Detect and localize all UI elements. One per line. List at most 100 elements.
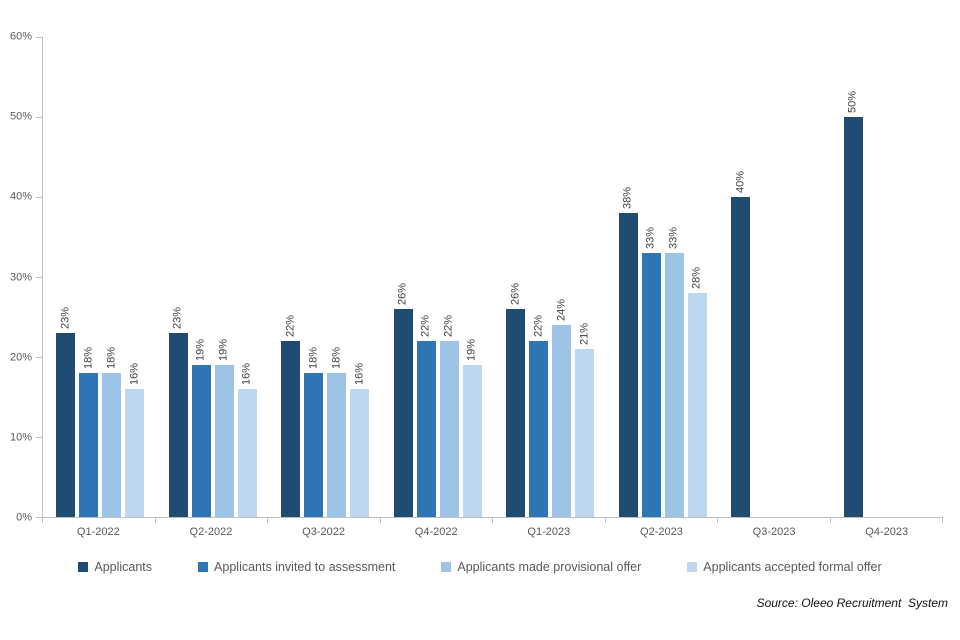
bar-value-label: 18% <box>105 346 117 369</box>
bar-value-label: 22% <box>442 314 455 337</box>
x-axis-tick <box>718 518 831 523</box>
x-axis-tick <box>268 518 381 523</box>
y-axis-tick-mark <box>36 277 42 278</box>
bar-value-label: 33% <box>667 226 680 249</box>
bar-series-4: 16% <box>237 363 257 517</box>
y-axis-tick-mark <box>36 357 42 359</box>
bar-series-2: 22% <box>529 315 548 517</box>
bar-series-1: 23% <box>56 307 75 517</box>
y-axis-tick-label: 40% <box>9 190 32 203</box>
x-axis-category-label: Q3-2022 <box>302 526 345 538</box>
bar-value-label: 18% <box>330 346 342 369</box>
bar-value-label: 16% <box>240 362 253 385</box>
bar-group-q3-2023: 40% <box>718 37 831 517</box>
bar-value-label: 18% <box>82 346 94 369</box>
bar-series-3: 33% <box>664 227 684 517</box>
bar-series-3: 19% <box>214 339 234 517</box>
bar-series-1: 40% <box>731 171 750 517</box>
x-axis-category-label: Q2-2022 <box>189 526 233 538</box>
bar-value-label: 33% <box>644 226 657 249</box>
bar-series-1: 26% <box>393 283 413 517</box>
legend-marker-icon <box>441 562 452 572</box>
bar-value-label: 38% <box>621 186 634 209</box>
bar-group-q2-2023: 38% 33% 33% 28% <box>606 37 719 517</box>
x-axis-category-label: Q4-2022 <box>414 526 458 538</box>
chart-legend: Applicants Applicants invited to assessme… <box>0 560 960 574</box>
y-axis-tick-mark <box>36 117 42 118</box>
bar-group-q1-2023: 26% 22% 24% 21% <box>493 37 606 517</box>
bar-value-label: 26% <box>396 282 409 305</box>
legend-item: Applicants <box>78 560 152 574</box>
bar-value-label: 40% <box>734 170 746 194</box>
y-axis-tick-label: 30% <box>9 271 32 283</box>
bar-value-label: 19% <box>465 338 478 361</box>
bar-group-q4-2023: 50% <box>831 37 944 517</box>
source-note: Source: Oleeo Recruitment System <box>756 596 948 610</box>
y-axis-tick-label: 20% <box>9 351 32 364</box>
bar-group-q1-2022: 23% 18% 18% 16% <box>43 37 156 517</box>
legend-marker-icon <box>78 562 89 572</box>
legend-label: Applicants made provisional offer <box>457 560 642 574</box>
bar-series-4: 16% <box>350 363 369 517</box>
bar-series-1: 38% <box>618 187 638 517</box>
bar-value-label: 23% <box>59 306 71 329</box>
x-axis-category-label: Q4-2023 <box>865 526 909 538</box>
x-axis-tick <box>606 518 718 523</box>
legend-item: Applicants accepted formal offer <box>687 560 882 574</box>
bar-value-label: 22% <box>532 314 544 337</box>
x-axis-category-label: Q2-2023 <box>640 526 683 538</box>
y-axis: 0% 10% 20% 30% 40% 50% 60% <box>0 31 36 523</box>
bar-value-label: 22% <box>419 314 432 337</box>
bar-series-4: 16% <box>125 363 144 517</box>
bar-series-1: 23% <box>168 307 188 517</box>
bar-series-3: 22% <box>439 315 459 517</box>
bar-value-label: 22% <box>284 314 296 337</box>
bar-value-label: 50% <box>846 90 859 113</box>
y-axis-tick-mark <box>36 197 42 199</box>
legend-marker-icon <box>198 562 209 572</box>
x-axis-tick <box>42 518 156 523</box>
y-axis-tick-mark <box>36 37 42 38</box>
bar-series-3: 18% <box>102 347 121 517</box>
x-axis-tick <box>381 518 493 523</box>
bar-series-2: 19% <box>191 339 211 517</box>
x-axis-category-label: Q3-2023 <box>752 526 796 538</box>
y-axis-tick-label: 60% <box>9 30 32 43</box>
x-axis-category-label: Q1-2023 <box>527 526 571 538</box>
bar-group-q3-2022: 22% 18% 18% 16% <box>268 37 381 517</box>
bar-series-1: 26% <box>506 283 525 517</box>
bar-groups: 23% 18% 18% 16% 23% 19% 19% 16% 22% 18% 18% 16% 26% 2… <box>43 37 943 517</box>
plot-area: 23% 18% 18% 16% 23% 19% 19% 16% 22% 18% 18% 16% 26% 2… <box>36 37 943 518</box>
bar-series-2: 18% <box>304 347 323 517</box>
bar-series-4: 19% <box>462 339 482 517</box>
bar-series-3: 18% <box>327 347 346 517</box>
legend-marker-icon <box>687 562 698 572</box>
bar-series-4: 28% <box>687 267 707 517</box>
bar-series-2: 22% <box>416 315 436 517</box>
x-axis-tick <box>831 518 943 523</box>
legend-label: Applicants invited to assessment <box>214 560 396 574</box>
legend-label: Applicants accepted formal offer <box>703 560 882 574</box>
y-axis-tick-label: 0% <box>16 511 32 524</box>
y-axis-tick-mark <box>36 437 42 439</box>
bar-value-label: 24% <box>555 298 567 321</box>
legend-label: Applicants <box>94 560 153 574</box>
bar-series-3: 24% <box>552 299 571 517</box>
bar-series-2: 33% <box>641 227 661 517</box>
bar-series-2: 18% <box>79 347 98 517</box>
bar-value-label: 23% <box>171 306 184 329</box>
x-axis-category-labels: Q1-2022 Q2-2022 Q3-2022 Q4-2022 Q1-2023 Q2-20… <box>42 526 943 538</box>
bar-group-q4-2022: 26% 22% 22% 19% <box>381 37 494 517</box>
bar-value-label: 28% <box>690 266 703 289</box>
x-axis-ticks <box>42 518 943 523</box>
legend-item: Applicants invited to assessment <box>198 560 395 574</box>
bar-value-label: 21% <box>578 322 590 345</box>
bar-value-label: 16% <box>128 362 140 385</box>
bar-series-1: 22% <box>281 315 300 517</box>
y-axis-tick-label: 50% <box>9 110 32 123</box>
bar-value-label: 19% <box>217 338 230 361</box>
bar-series-4: 21% <box>575 323 594 517</box>
legend-item: Applicants made provisional offer <box>441 560 641 574</box>
x-axis-tick <box>156 518 268 523</box>
